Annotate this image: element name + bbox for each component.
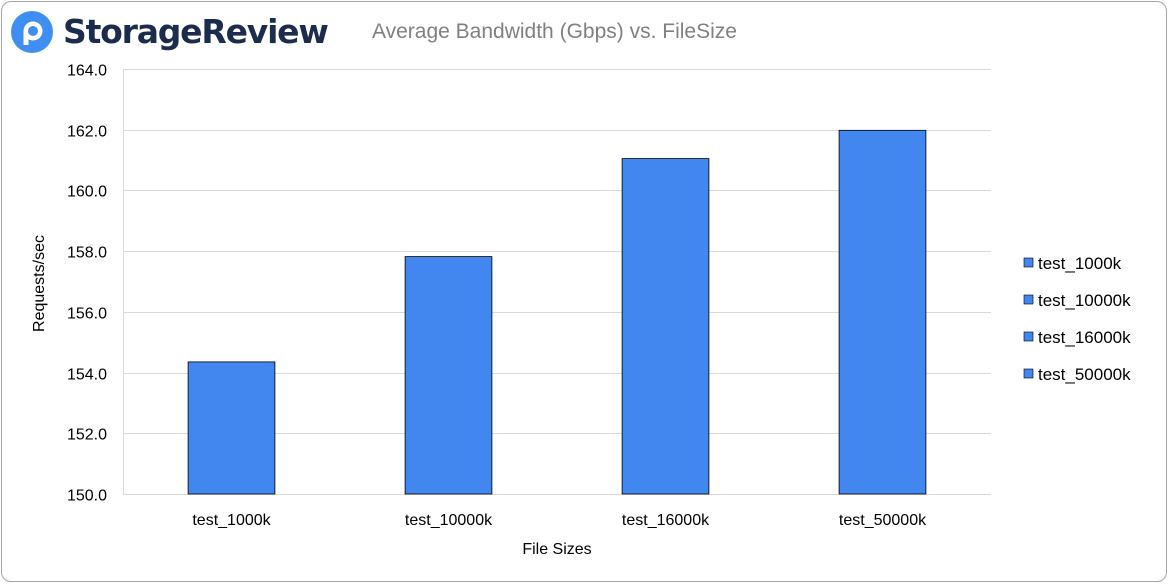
y-tick-label: 158.0 [67, 245, 107, 262]
x-tick-label: test_1000k [192, 512, 271, 529]
legend-label: test_16000k [1038, 328, 1131, 347]
y-axis-title: Requests/sec [31, 235, 48, 332]
legend-swatch [1023, 368, 1034, 379]
bar-test-50000k [838, 129, 927, 495]
x-tick-label: test_16000k [622, 512, 710, 529]
legend-label: test_10000k [1038, 291, 1131, 310]
legend-swatch [1023, 294, 1034, 305]
legend: test_1000k test_10000k test_16000k test_500… [1023, 254, 1131, 384]
y-tick-labels: 150.0 152.0 154.0 156.0 158.0 160.0 162.0 164.0 [67, 63, 107, 505]
brand-header: StorageReview [10, 8, 329, 56]
brand-name: StorageReview [63, 12, 329, 51]
y-tick-label: 152.0 [67, 427, 107, 444]
x-tick-label: test_50000k [839, 512, 927, 529]
y-tick-label: 162.0 [67, 124, 107, 141]
bar-test-10000k [404, 256, 493, 495]
axes [123, 69, 991, 495]
y-tick-label: 156.0 [67, 306, 107, 323]
y-tick-label: 164.0 [67, 63, 107, 80]
storagereview-logo-icon [11, 11, 53, 53]
legend-label: test_50000k [1038, 365, 1131, 384]
y-tick-label: 160.0 [67, 184, 107, 201]
x-axis-title: File Sizes [522, 541, 591, 558]
bar-test-16000k [621, 158, 710, 495]
x-tick-labels: test_1000k test_10000k test_16000k test_500… [192, 512, 927, 529]
chart-title: Average Bandwidth (Gbps) vs. FileSize [372, 20, 737, 43]
bars [187, 129, 927, 495]
y-tick-label: 150.0 [67, 488, 107, 505]
legend-label: test_1000k [1038, 254, 1122, 273]
y-tick-label: 154.0 [67, 367, 107, 384]
legend-swatch [1023, 257, 1034, 268]
x-tick-label: test_10000k [405, 512, 493, 529]
legend-swatch [1023, 331, 1034, 342]
bar-test-1000k [187, 361, 276, 495]
